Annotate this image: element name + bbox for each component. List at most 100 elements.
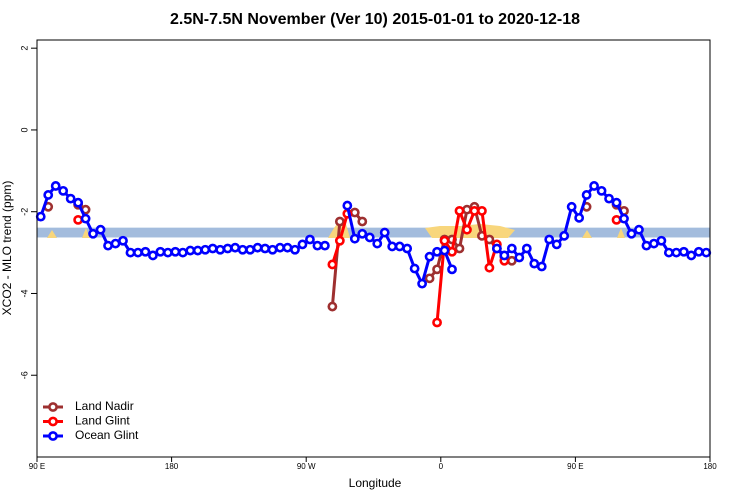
- land-shape: [82, 228, 90, 238]
- data-point: [506, 243, 517, 254]
- x-tick-label: 180: [703, 462, 717, 471]
- data-point: [200, 244, 211, 255]
- data-point: [118, 235, 128, 246]
- plot-frame: [36, 39, 711, 458]
- y-axis-label: XCO2 - MLO trend (ppm): [0, 181, 14, 316]
- legend-marker: [48, 402, 58, 412]
- data-point: [80, 213, 91, 224]
- x-tick-label: 0: [439, 462, 444, 471]
- data-point: [432, 317, 442, 328]
- data-point: [604, 193, 614, 204]
- data-point: [334, 235, 345, 246]
- data-point: [693, 246, 704, 257]
- chart-title: 2.5N-7.5N November (Ver 10) 2015-01-01 t…: [170, 11, 580, 28]
- data-point: [574, 212, 585, 223]
- data-point: [297, 239, 308, 250]
- data-point: [686, 250, 697, 261]
- data-point: [267, 244, 278, 255]
- data-point: [581, 190, 592, 200]
- legend-label: Land Nadir: [75, 399, 134, 413]
- data-point: [312, 240, 323, 251]
- data-point: [35, 211, 46, 222]
- x-axis-label: Longitude: [349, 476, 402, 490]
- data-point: [133, 247, 143, 258]
- y-tick-label: -2: [19, 208, 29, 216]
- data-point: [73, 214, 84, 225]
- x-tick-label: 90 E: [29, 462, 45, 471]
- data-point: [469, 205, 480, 216]
- data-point: [634, 224, 644, 235]
- data-point: [95, 224, 106, 235]
- data-point: [462, 224, 472, 235]
- data-point: [230, 242, 241, 253]
- data-point: [252, 242, 263, 253]
- data-point: [319, 240, 330, 251]
- data-point: [409, 263, 420, 274]
- data-point: [349, 233, 360, 244]
- data-point: [282, 242, 293, 253]
- data-point: [140, 246, 151, 257]
- legend-marker: [48, 416, 58, 427]
- data-point: [207, 243, 218, 254]
- data-point: [477, 205, 487, 216]
- data-point: [417, 278, 428, 289]
- data-point: [439, 245, 450, 256]
- data-point: [544, 234, 555, 245]
- data-point: [394, 241, 405, 252]
- data-point: [237, 244, 248, 255]
- data-point: [671, 247, 682, 258]
- data-point: [462, 204, 472, 215]
- data-point: [73, 197, 84, 208]
- data-point: [155, 246, 166, 257]
- data-point: [424, 273, 435, 284]
- data-point: [589, 181, 599, 191]
- legend-marker: [48, 431, 58, 441]
- data-point: [536, 261, 547, 272]
- land-shape: [617, 228, 625, 238]
- data-point: [439, 235, 450, 246]
- data-point: [125, 247, 136, 258]
- data-point: [432, 264, 442, 275]
- data-point: [484, 262, 495, 273]
- data-point: [454, 243, 465, 254]
- data-point: [58, 185, 69, 196]
- data-point: [290, 244, 300, 255]
- data-point: [596, 185, 607, 196]
- data-point: [260, 243, 270, 254]
- data-point: [334, 216, 345, 227]
- data-point: [177, 247, 188, 258]
- data-point: [499, 250, 510, 261]
- data-point: [387, 241, 398, 252]
- data-point: [626, 228, 637, 239]
- x-tick-label: 90 W: [297, 462, 316, 471]
- data-point: [678, 246, 689, 257]
- reference-band: [37, 227, 710, 238]
- data-point: [88, 228, 98, 239]
- x-tick-label: 90 E: [567, 462, 583, 471]
- y-tick-label: 0: [19, 127, 29, 132]
- data-point: [50, 181, 61, 191]
- data-point: [432, 246, 442, 257]
- data-point: [327, 259, 338, 270]
- data-point: [566, 201, 577, 212]
- data-point: [402, 243, 413, 254]
- data-point: [372, 238, 383, 249]
- data-point: [663, 247, 674, 258]
- data-point: [357, 228, 368, 239]
- data-point: [364, 232, 375, 243]
- legend-label: Land Glint: [75, 414, 130, 428]
- land-shape: [582, 230, 592, 238]
- data-point: [424, 251, 435, 262]
- data-point: [521, 243, 532, 254]
- data-point: [349, 207, 360, 218]
- data-point: [619, 213, 629, 224]
- data-point: [514, 252, 525, 263]
- x-tick-label: 180: [165, 462, 179, 471]
- data-point: [656, 235, 667, 246]
- data-point: [305, 234, 315, 245]
- data-point: [192, 245, 203, 256]
- data-point: [641, 240, 652, 251]
- y-tick-label: -4: [19, 289, 29, 297]
- data-point: [245, 244, 256, 255]
